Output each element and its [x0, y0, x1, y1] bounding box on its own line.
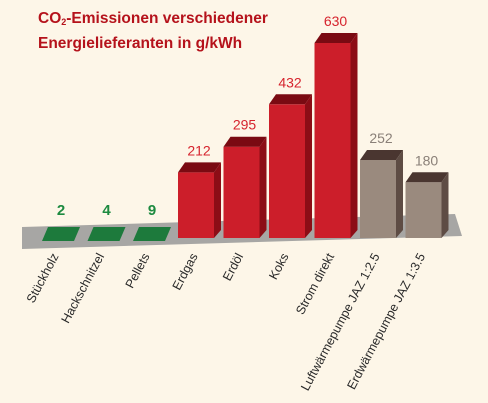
bar-face	[42, 227, 80, 241]
category-label: Koks	[266, 251, 291, 282]
bar-side	[396, 150, 403, 238]
bar-top	[360, 150, 403, 160]
bar-front	[223, 146, 260, 238]
bar-side	[259, 136, 267, 238]
value-label: 212	[187, 142, 211, 158]
bar-top	[223, 136, 267, 147]
bar-strom-direkt	[314, 33, 358, 238]
bar-front	[360, 160, 396, 238]
bar-top	[178, 162, 221, 173]
bar-side	[305, 94, 312, 239]
bar-front	[314, 43, 351, 238]
bar-top	[405, 172, 449, 183]
bar-erdgas	[178, 162, 221, 238]
value-label: 4	[102, 202, 111, 219]
value-label: 630	[324, 13, 348, 29]
value-label: 9	[148, 202, 156, 219]
bar-front	[405, 182, 442, 238]
bar-side	[214, 162, 221, 238]
category-label: Erdwärmepumpe JAZ 1:3.5	[344, 251, 428, 392]
value-label: 295	[233, 117, 257, 133]
bar-koks	[269, 94, 312, 239]
bar-erd-l	[223, 136, 267, 238]
value-labels-group: 2 4 9 212 295 432 630 252 180	[57, 13, 439, 219]
bar-erdw-rmepumpe-jaz-1-3-5	[405, 172, 449, 238]
bar-side	[441, 172, 449, 238]
chart-title-line2: Energielieferanten in g/kWh	[38, 35, 243, 52]
bars-group	[42, 33, 449, 241]
category-label: Hackschnitzel	[59, 251, 108, 326]
bar-face	[133, 227, 171, 241]
bar-side	[350, 33, 358, 238]
value-label: 180	[415, 152, 439, 168]
bar-front	[178, 172, 214, 238]
chart-title-line1: CO2-Emissionen verschiedener	[38, 10, 268, 27]
chart-title: CO2-Emissionen verschiedener Energielief…	[38, 8, 268, 55]
value-label: 432	[278, 74, 302, 90]
value-label: 2	[57, 202, 65, 219]
category-label: Luftwärmepumpe JAZ 1:2.5	[298, 251, 382, 393]
bar-luftw-rmepumpe-jaz-1-2-5	[360, 150, 403, 238]
category-label: Strom direkt	[293, 250, 337, 317]
category-label: Stückholz	[24, 251, 62, 305]
bar-top	[314, 33, 358, 43]
bar-front	[269, 104, 305, 239]
category-label: Pellets	[123, 251, 153, 291]
category-label: Erdgas	[170, 251, 201, 293]
bar-top	[269, 94, 312, 105]
value-label: 252	[369, 130, 393, 146]
category-label: Erdöl	[220, 251, 246, 283]
bar-st-ckholz	[42, 227, 80, 241]
bar-pellets	[133, 227, 171, 241]
bar-face	[87, 227, 126, 241]
bar-hackschnitzel	[87, 227, 126, 241]
